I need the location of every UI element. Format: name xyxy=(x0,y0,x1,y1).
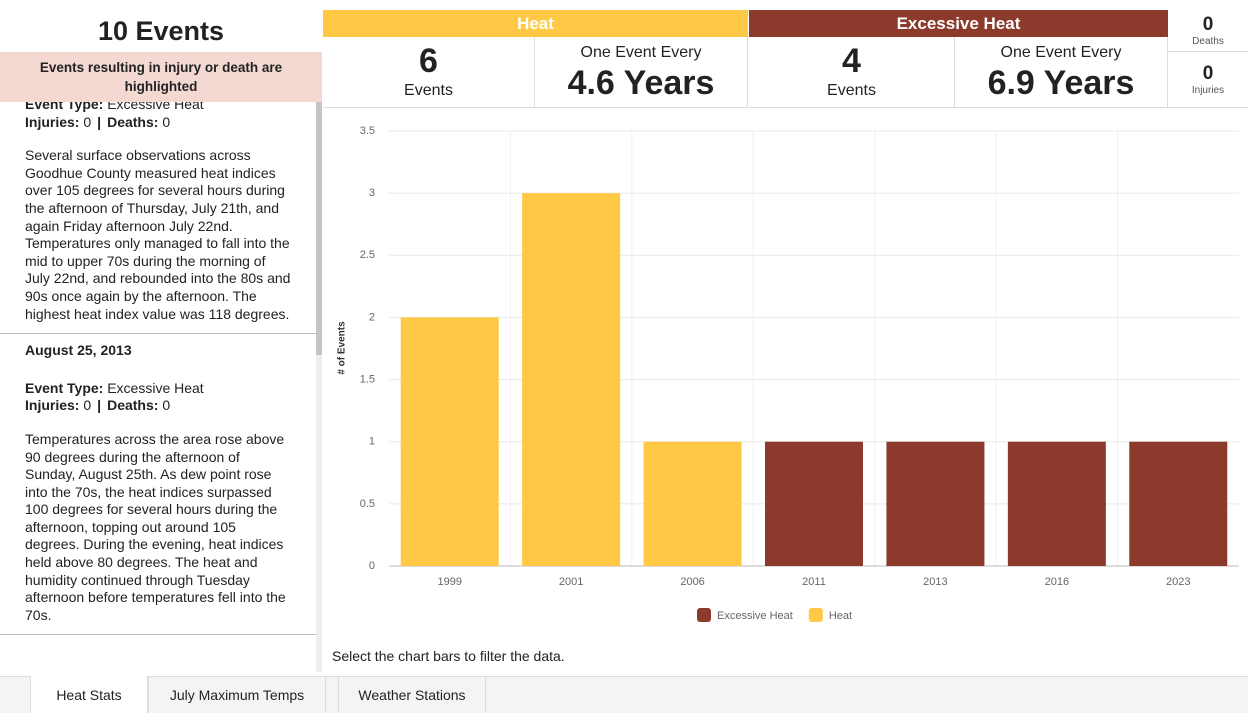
event-description: Several surface observations across Good… xyxy=(25,147,291,322)
event-type-label: Event Type: xyxy=(25,102,104,112)
injuries-cell: 0 Injuries xyxy=(1168,52,1248,108)
x-tick-label: 2016 xyxy=(1045,576,1069,588)
event-type: Excessive Heat xyxy=(107,102,204,112)
events-title: 10 Events xyxy=(97,15,225,46)
event-type-line: Event Type: Excessive Heat xyxy=(25,102,294,114)
injuries-value: 0 xyxy=(1202,63,1214,84)
y-tick-label: 3.5 xyxy=(360,125,375,137)
heat-interval-cell: One Event Every 4.6 Years xyxy=(535,37,748,108)
y-tick-label: 2 xyxy=(369,311,375,323)
excessive-interval-cell: One Event Every 6.9 Years xyxy=(955,37,1168,108)
event-casualties: Injuries: 0 | Deaths: 0 xyxy=(25,397,294,415)
deaths-cell: 0 Deaths xyxy=(1168,10,1248,52)
injuries-value: 0 xyxy=(83,397,92,414)
heat-count: 6 xyxy=(419,42,438,80)
y-tick-label: 1 xyxy=(369,436,375,448)
y-axis-title: # of Events xyxy=(337,321,348,375)
heat-count-cell: 6 Events xyxy=(323,37,535,108)
heat-header: Heat xyxy=(323,10,748,37)
separator: | xyxy=(97,113,102,130)
event-casualties: Injuries: 0 | Deaths: 0 xyxy=(25,114,294,132)
event-date: August 25, 2013 xyxy=(25,342,132,359)
x-tick-label: 2011 xyxy=(802,576,826,588)
bar[interactable] xyxy=(765,441,863,566)
deaths-label: Deaths xyxy=(1192,36,1224,47)
x-tick-label: 2023 xyxy=(1166,576,1190,588)
deaths-value: 0 xyxy=(162,397,171,414)
legend-swatch xyxy=(697,608,711,622)
injuries-label: Injuries: xyxy=(25,113,80,130)
legend-label: Excessive Heat xyxy=(717,610,793,622)
y-tick-label: 2.5 xyxy=(360,249,375,261)
excessive-count-cell: 4 Events xyxy=(749,37,955,108)
excessive-interval-label: One Event Every xyxy=(1000,44,1122,61)
event-description: Temperatures across the area rose above … xyxy=(25,430,286,623)
injuries-value: 0 xyxy=(83,113,92,130)
tab[interactable]: Weather Stations xyxy=(338,676,486,713)
deaths-label: Deaths: xyxy=(107,113,159,130)
bar[interactable] xyxy=(522,193,621,566)
y-tick-label: 0.5 xyxy=(360,498,375,510)
deaths-value: 0 xyxy=(1202,14,1214,35)
separator: | xyxy=(97,397,102,414)
x-tick-label: 2006 xyxy=(680,576,704,588)
bar[interactable] xyxy=(643,441,742,566)
heat-count-label: Events xyxy=(404,82,453,99)
event-item: August 25, 2013 Event Type: Excessive Hea… xyxy=(0,342,316,636)
event-item: Event Type: Excessive Heat Injuries: 0 | De… xyxy=(0,102,316,335)
injuries-label: Injuries xyxy=(1191,85,1225,96)
legend-swatch xyxy=(808,608,823,622)
event-type-label: Event Type: xyxy=(25,379,104,396)
scroll-thumb[interactable] xyxy=(316,102,322,355)
bar[interactable] xyxy=(1007,441,1106,566)
tab-bar xyxy=(0,676,1248,713)
event-list-inner: Event Type: Excessive Heat Injuries: 0 | De… xyxy=(0,102,316,636)
injuries-label: Injuries: xyxy=(25,397,80,414)
x-tick-label: 1999 xyxy=(437,576,461,588)
y-tick-label: 0 xyxy=(369,560,375,572)
event-type-line: Event Type: Excessive Heat xyxy=(25,380,294,398)
bar[interactable] xyxy=(1129,441,1228,566)
excessive-header: Excessive Heat xyxy=(749,10,1168,37)
excessive-interval: 6.9 Years xyxy=(987,64,1135,102)
x-tick-label: 2013 xyxy=(923,576,947,588)
deaths-value: 0 xyxy=(162,113,171,130)
x-tick-label: 2001 xyxy=(559,576,583,588)
deaths-label: Deaths: xyxy=(107,397,159,414)
bar[interactable] xyxy=(400,317,499,566)
bar[interactable] xyxy=(886,441,985,566)
heat-interval-label: One Event Every xyxy=(580,44,702,61)
footer-hint: Select the chart bars to filter the data… xyxy=(332,648,565,664)
chart: 0 0.5 1 1.5 2 2.5 3 3.5 # of Events 1999 2001 2006 2… xyxy=(337,125,1239,622)
excessive-count-label: Events xyxy=(827,82,876,99)
tab[interactable]: July Maximum Temps xyxy=(148,676,326,713)
event-list: Event Type: Excessive Heat Injuries: 0 | De… xyxy=(0,102,316,672)
heat-interval: 4.6 Years xyxy=(567,64,715,102)
excessive-count: 4 xyxy=(842,42,861,80)
highlight-note: Events resulting in injury or death are … xyxy=(0,52,322,102)
legend-label: Heat xyxy=(829,610,852,622)
tab[interactable]: Heat Stats xyxy=(30,676,148,713)
scroll-track xyxy=(316,102,322,672)
event-type: Excessive Heat xyxy=(107,379,204,396)
y-tick-label: 1.5 xyxy=(360,373,375,385)
y-tick-label: 3 xyxy=(369,187,375,199)
